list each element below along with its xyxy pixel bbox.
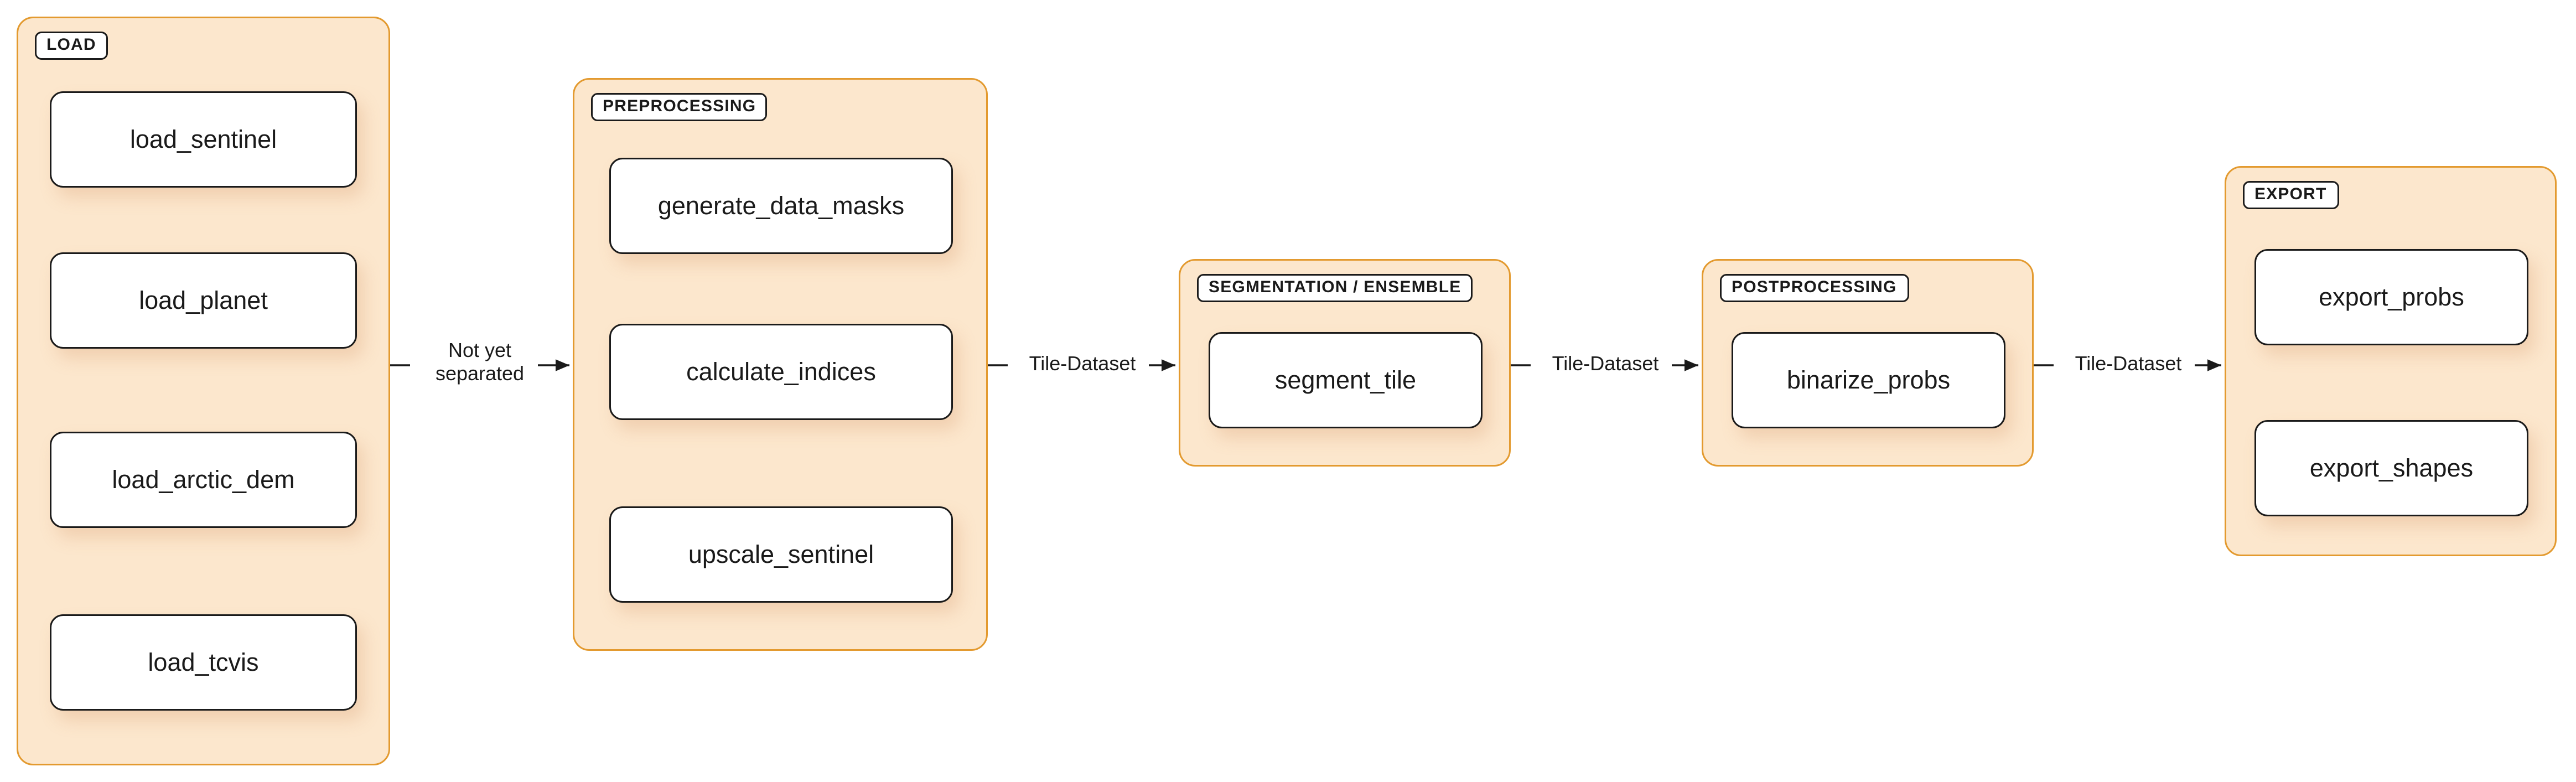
node-label: export_shapes xyxy=(2310,454,2473,483)
node-segment_tile: segment_tile xyxy=(1209,332,1483,428)
node-generate_data_masks: generate_data_masks xyxy=(609,158,953,254)
group-label-preproc: PREPROCESSING xyxy=(591,93,768,121)
node-label: export_probs xyxy=(2319,283,2464,312)
node-load_tcvis: load_tcvis xyxy=(50,614,357,711)
node-label: upscale_sentinel xyxy=(688,541,874,569)
edge-label: Tile-Dataset xyxy=(1539,352,1672,376)
node-export_probs: export_probs xyxy=(2254,249,2528,345)
group-label-load: LOAD xyxy=(35,32,108,60)
node-binarize_probs: binarize_probs xyxy=(1732,332,2005,428)
node-label: generate_data_masks xyxy=(658,192,904,220)
node-label: load_planet xyxy=(139,287,268,315)
node-label: load_tcvis xyxy=(148,649,258,677)
node-load_arctic_dem: load_arctic_dem xyxy=(50,432,357,528)
node-load_sentinel: load_sentinel xyxy=(50,91,357,188)
node-label: load_arctic_dem xyxy=(112,466,294,494)
group-label-post: POSTPROCESSING xyxy=(1720,274,1909,302)
node-label: binarize_probs xyxy=(1787,366,1950,395)
edge-label: Tile-Dataset xyxy=(2062,352,2195,376)
node-upscale_sentinel: upscale_sentinel xyxy=(609,506,953,603)
edge-label: Tile-Dataset xyxy=(1016,352,1149,376)
node-load_planet: load_planet xyxy=(50,252,357,349)
node-label: load_sentinel xyxy=(130,126,277,154)
node-label: segment_tile xyxy=(1275,366,1416,395)
edge-label: Not yet separated xyxy=(422,339,538,386)
group-label-seg: SEGMENTATION / ENSEMBLE xyxy=(1197,274,1473,302)
node-calculate_indices: calculate_indices xyxy=(609,324,953,420)
node-label: calculate_indices xyxy=(686,358,876,386)
node-export_shapes: export_shapes xyxy=(2254,420,2528,516)
group-label-export: EXPORT xyxy=(2243,181,2339,209)
